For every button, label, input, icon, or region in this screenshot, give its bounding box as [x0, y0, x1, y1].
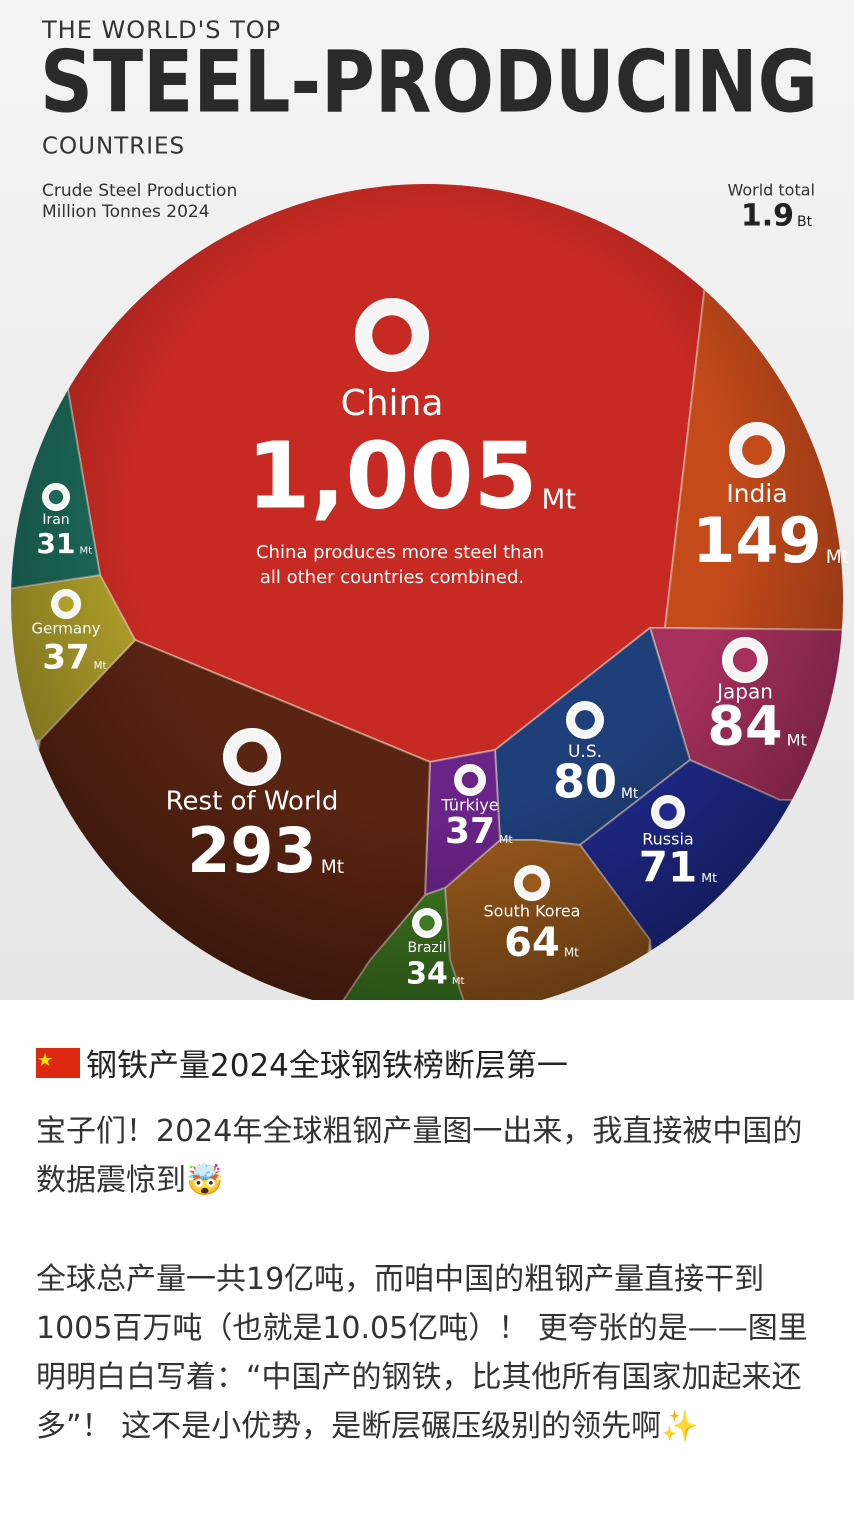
- unit-label: Mt: [499, 833, 513, 846]
- value-label: 84: [707, 695, 782, 758]
- country-name: U.S.: [568, 742, 602, 762]
- chart-title: STEEL-PRODUCING: [40, 32, 818, 132]
- value-label: 80: [553, 755, 617, 809]
- unit-label: Mt: [452, 976, 465, 987]
- value-label: 34: [406, 957, 448, 992]
- unit-label: Mt: [94, 661, 107, 672]
- flag-emblem: [732, 647, 758, 673]
- value-label: 149: [692, 504, 821, 577]
- country-name: South Korea: [484, 902, 581, 921]
- unit-label: Mt: [826, 547, 849, 568]
- world-total: 1.9: [741, 199, 794, 234]
- flag-emblem: [48, 489, 64, 505]
- value-label: 64: [504, 920, 560, 966]
- country-name: Japan: [715, 680, 773, 704]
- country-name: China: [341, 383, 444, 424]
- value-label: 31: [37, 527, 76, 560]
- unit-label: Mt: [787, 730, 807, 749]
- unit-label: Mt: [321, 857, 344, 878]
- flag-emblem: [522, 873, 542, 893]
- post-paragraph: 宝子们！2024年全球粗钢产量图一出来，我直接被中国的数据震惊到🤯: [36, 1114, 803, 1198]
- world-total-label: World total: [727, 181, 815, 200]
- flag-emoji: [36, 1047, 80, 1078]
- flag-emblem: [461, 771, 479, 789]
- subtitle: Million Tonnes 2024: [42, 202, 210, 222]
- post-title-row: 钢铁产量2024全球钢铁榜断层第一: [36, 1040, 826, 1085]
- country-name: Germany: [32, 620, 101, 638]
- country-name: India: [726, 479, 787, 508]
- kicker: THE WORLD'S TOP: [41, 16, 281, 44]
- unit-label: Mt: [621, 786, 639, 802]
- flag-emblem: [372, 315, 412, 355]
- value-label: 1,005: [246, 422, 537, 529]
- value-label: 37: [42, 638, 89, 678]
- flag-emblem: [659, 803, 677, 821]
- subtitle: Crude Steel Production: [42, 181, 237, 201]
- post-title: 钢铁产量2024全球钢铁榜断层第一: [86, 1048, 568, 1084]
- infographic: THE WORLD'S TOP STEEL-PRODUCING COUNTRIE…: [0, 0, 854, 1000]
- post: 钢铁产量2024全球钢铁榜断层第一 宝子们！2024年全球粗钢产量图一出来，我直…: [36, 1030, 826, 1501]
- world-total-unit: Bt: [797, 214, 813, 230]
- unit-label: Mt: [564, 946, 579, 960]
- value-label: 293: [187, 814, 316, 887]
- flag-emblem: [742, 435, 772, 465]
- post-paragraph: 全球总产量一共19亿吨，而咱中国的粗钢产量直接干到 1005百万吨（也就是10.…: [36, 1262, 808, 1444]
- unit-label: Mt: [542, 482, 577, 515]
- title-suffix: COUNTRIES: [42, 134, 185, 160]
- flag-emblem: [58, 596, 74, 612]
- value-label: 71: [639, 843, 697, 892]
- unit-label: Mt: [79, 546, 92, 557]
- unit-label: Mt: [701, 870, 717, 885]
- annotation: China produces more steel than: [256, 542, 544, 563]
- flag-emblem: [419, 915, 435, 931]
- country-name: Iran: [42, 512, 69, 528]
- country-name: Brazil: [407, 940, 446, 956]
- annotation: all other countries combined.: [260, 567, 524, 588]
- country-name: Russia: [642, 830, 693, 849]
- country-name: Rest of World: [166, 787, 339, 817]
- value-label: 37: [445, 811, 495, 852]
- flag-emblem: [236, 741, 268, 773]
- flag-emblem: [575, 710, 595, 730]
- country-name: Türkiye: [440, 796, 498, 815]
